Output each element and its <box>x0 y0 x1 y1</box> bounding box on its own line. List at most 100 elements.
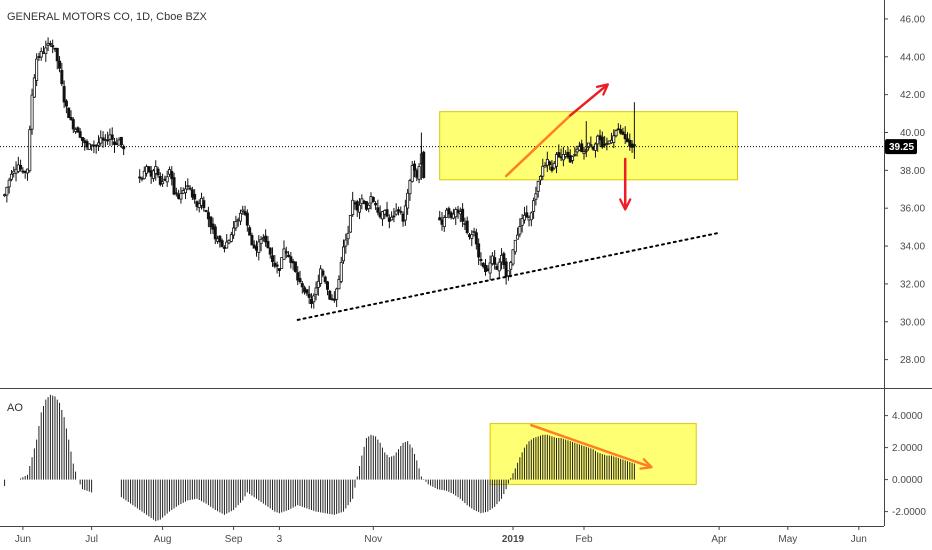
annotation-lines <box>0 83 884 470</box>
orange-up-arrow <box>504 114 572 178</box>
candle-body <box>454 209 458 218</box>
candle-body <box>216 238 220 242</box>
candle-body <box>90 144 94 147</box>
candle-body <box>154 166 158 174</box>
ao-histogram <box>4 394 635 522</box>
candle-body <box>484 264 488 272</box>
candle-body <box>502 253 506 266</box>
candle-body <box>298 278 302 283</box>
candle-body <box>227 240 231 244</box>
candle-body <box>538 176 542 181</box>
candle-body <box>417 166 421 180</box>
ao-tick-label: 0.0000 <box>892 475 923 486</box>
candle-body <box>172 177 176 195</box>
candle-body <box>259 239 263 244</box>
candle-body <box>392 215 396 218</box>
axes: 28.00 30.00 32.00 34.00 36.00 38.00 40.00 42.00… <box>15 14 927 545</box>
candle-body <box>328 290 332 300</box>
candle-body <box>351 199 355 216</box>
candle-body <box>289 256 293 263</box>
candle-body <box>552 163 556 169</box>
candle-body <box>353 202 357 205</box>
candle-body <box>410 165 414 183</box>
candle-body <box>303 287 307 293</box>
candle-body <box>603 143 607 146</box>
candle-body <box>106 139 110 142</box>
candle-body <box>529 212 533 221</box>
candle-body <box>619 129 623 134</box>
candle-body <box>222 247 226 249</box>
candle-body <box>170 171 174 180</box>
time-tick-label: 2019 <box>502 534 525 545</box>
candle-body <box>387 217 391 222</box>
candle-body <box>447 208 451 215</box>
candle-body <box>440 219 444 225</box>
time-tick-label: May <box>778 534 797 545</box>
candle-body <box>293 261 297 272</box>
candle-body <box>161 181 165 185</box>
candle-body <box>245 212 249 226</box>
candle-body <box>566 151 570 158</box>
candle-body <box>319 268 323 284</box>
candle-body <box>403 205 407 221</box>
time-tick-label: 3 <box>277 534 283 545</box>
candle-body <box>408 180 412 195</box>
candle-body <box>367 204 371 210</box>
candle-body <box>58 60 62 69</box>
candle-body <box>287 254 291 258</box>
time-tick-label: Aug <box>154 534 172 545</box>
candle-body <box>477 243 481 258</box>
candle-body <box>309 298 313 304</box>
candle-body <box>571 156 575 161</box>
candle-body <box>506 270 510 277</box>
candle-body <box>218 235 222 243</box>
candle-body <box>250 235 254 246</box>
candle-body <box>474 232 478 245</box>
candle-body <box>80 137 84 141</box>
candle-body <box>204 210 208 212</box>
candle-body <box>348 214 352 233</box>
candle-body <box>399 210 403 213</box>
candle-body <box>362 200 366 204</box>
current-price-tag: 39.25 <box>885 139 917 155</box>
candle-body <box>96 142 100 146</box>
red-up-arrow <box>568 83 609 117</box>
candle-body <box>7 179 11 188</box>
candle-body <box>380 211 384 220</box>
candle-body <box>337 279 341 290</box>
candle-body <box>271 255 275 263</box>
candle-body <box>532 200 536 212</box>
candle-body <box>442 217 446 228</box>
candle-body <box>103 139 107 142</box>
candle-body <box>371 197 375 203</box>
candle-body <box>616 128 620 131</box>
candle-body <box>110 134 114 140</box>
price-tick-label: 28.00 <box>900 355 925 366</box>
candle-body <box>209 216 213 228</box>
price-tick-label: 32.00 <box>900 279 925 290</box>
candle-body <box>598 135 602 141</box>
candle-body <box>99 137 103 144</box>
candle-body <box>516 234 520 240</box>
candle-body <box>390 216 394 221</box>
candle-body <box>117 139 121 146</box>
candle-body <box>101 137 105 141</box>
candle-body <box>277 268 281 271</box>
candle-body <box>612 135 616 143</box>
chart-title: GENERAL MOTORS CO, 1D, Cboe BZX <box>7 11 208 23</box>
candle-body <box>280 257 284 269</box>
candle-body <box>307 293 311 298</box>
candle-body <box>422 151 426 178</box>
candle-body <box>257 241 261 253</box>
candle-body <box>37 56 41 58</box>
candle-body <box>264 235 268 243</box>
candle-body <box>206 212 210 220</box>
candle-body <box>195 201 199 207</box>
candle-body <box>378 212 382 218</box>
candle-body <box>252 244 256 249</box>
candle-body <box>23 171 27 173</box>
candle-body <box>536 181 540 192</box>
candle-body <box>607 140 611 145</box>
candle-body <box>321 270 325 276</box>
